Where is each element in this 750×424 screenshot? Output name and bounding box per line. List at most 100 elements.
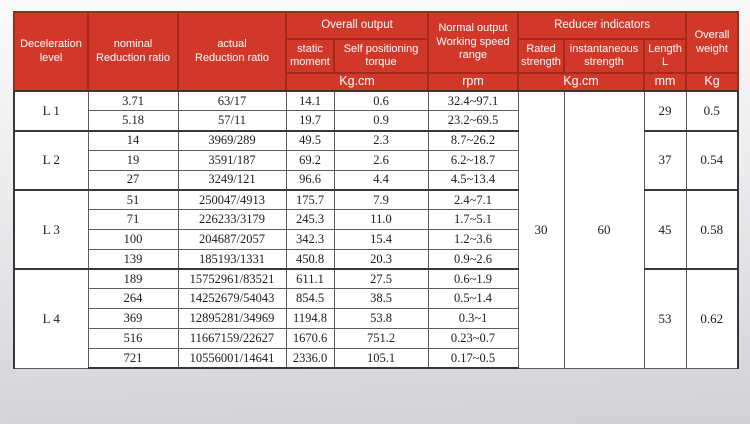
self-torque-cell: 11.0 (333, 209, 429, 231)
reducer-spec-table: Deceleration level nominal Reduction rat… (13, 11, 740, 370)
actual-ratio-cell: 14252679/54043 (177, 288, 287, 310)
header-deceleration-level: Deceleration level (13, 11, 89, 92)
nominal-ratio-cell: 71 (87, 209, 179, 231)
actual-ratio-cell: 3591/187 (177, 149, 287, 171)
header-actual-reduction-ratio: actual Reduction ratio (177, 11, 287, 92)
self-torque-cell: 38.5 (333, 288, 429, 310)
nominal-ratio-cell: 5.18 (87, 110, 179, 132)
nominal-ratio-cell: 19 (87, 149, 179, 171)
header-length: Length L (643, 38, 688, 74)
self-torque-cell: 7.9 (333, 188, 429, 211)
rated-strength-value-cell: 30 (517, 90, 565, 369)
actual-ratio-cell: 15752961/83521 (177, 268, 287, 290)
static-moment-cell: 175.7 (285, 188, 335, 211)
nominal-ratio-cell: 14 (87, 129, 179, 151)
speed-range-cell: 8.7~26.2 (427, 129, 519, 151)
self-torque-cell: 20.3 (333, 248, 429, 270)
speed-range-cell: 32.4~97.1 (427, 90, 519, 112)
static-moment-cell: 611.1 (285, 268, 335, 290)
header-unit-weight: Kg (685, 72, 740, 92)
header-unit-overall-output: Kg.cm (284, 72, 430, 92)
weight-value-cell: 0.5 (685, 90, 740, 132)
actual-ratio-cell: 3249/121 (177, 169, 287, 191)
speed-range-cell: 2.4~7.1 (427, 188, 519, 211)
level-cell: L 1 (13, 90, 89, 132)
speed-range-cell: 0.9~2.6 (427, 248, 519, 270)
header-unit-strength: Kg.cm (517, 72, 646, 92)
header-static-moment: static moment (285, 38, 335, 74)
actual-ratio-cell: 11667159/22627 (177, 328, 287, 349)
length-value-cell: 53 (643, 268, 687, 369)
level-cell: L 4 (13, 268, 89, 369)
speed-range-cell: 0.23~0.7 (427, 328, 519, 349)
static-moment-cell: 1194.8 (285, 308, 335, 330)
speed-range-cell: 0.6~1.9 (427, 268, 519, 290)
actual-ratio-cell: 3969/289 (177, 129, 287, 151)
actual-ratio-cell: 226233/3179 (177, 209, 287, 231)
static-moment-cell: 2336.0 (285, 347, 335, 370)
self-torque-cell: 751.2 (333, 328, 429, 349)
level-cell: L 2 (13, 129, 89, 191)
nominal-ratio-cell: 100 (87, 229, 179, 250)
speed-range-cell: 0.5~1.4 (427, 288, 519, 310)
static-moment-cell: 19.7 (285, 110, 335, 132)
self-torque-cell: 2.3 (333, 129, 429, 151)
actual-ratio-cell: 250047/4913 (177, 188, 287, 211)
instantaneous-strength-value-cell: 60 (563, 90, 645, 369)
actual-ratio-cell: 10556001/14641 (177, 347, 287, 370)
actual-ratio-cell: 57/11 (177, 110, 287, 132)
nominal-ratio-cell: 51 (87, 188, 179, 211)
header-nominal-reduction-ratio: nominal Reduction ratio (87, 11, 179, 92)
static-moment-cell: 1670.6 (285, 328, 335, 349)
nominal-ratio-cell: 721 (87, 347, 179, 370)
self-torque-cell: 4.4 (333, 169, 429, 191)
length-value-cell: 45 (643, 188, 687, 270)
actual-ratio-cell: 185193/1331 (177, 248, 287, 270)
weight-value-cell: 0.58 (685, 188, 740, 270)
static-moment-cell: 49.5 (285, 129, 335, 151)
nominal-ratio-cell: 369 (87, 308, 179, 330)
static-moment-cell: 14.1 (285, 90, 335, 112)
self-torque-cell: 2.6 (333, 149, 429, 171)
speed-range-cell: 6.2~18.7 (427, 149, 519, 171)
static-moment-cell: 450.8 (285, 248, 335, 270)
actual-ratio-cell: 204687/2057 (177, 229, 287, 250)
actual-ratio-cell: 12895281/34969 (177, 308, 287, 330)
static-moment-cell: 342.3 (285, 229, 335, 250)
length-value-cell: 37 (643, 129, 687, 191)
speed-range-cell: 23.2~69.5 (427, 110, 519, 132)
header-self-positioning-torque: Self positioning torque (332, 38, 430, 74)
nominal-ratio-cell: 189 (87, 268, 179, 290)
length-value-cell: 29 (643, 90, 687, 132)
nominal-ratio-cell: 27 (87, 169, 179, 191)
self-torque-cell: 0.9 (333, 110, 429, 132)
speed-range-cell: 1.7~5.1 (427, 209, 519, 231)
speed-range-cell: 0.17~0.5 (427, 347, 519, 370)
nominal-ratio-cell: 264 (87, 288, 179, 310)
static-moment-cell: 96.6 (285, 169, 335, 191)
self-torque-cell: 15.4 (333, 229, 429, 250)
nominal-ratio-cell: 3.71 (87, 90, 179, 112)
header-instantaneous-strength: instantaneous strength (563, 38, 646, 74)
weight-value-cell: 0.62 (685, 268, 740, 369)
header-rated-strength: Rated strength (517, 38, 566, 74)
speed-range-cell: 0.3~1 (427, 308, 519, 330)
static-moment-cell: 69.2 (285, 149, 335, 171)
header-unit-length: mm (643, 72, 688, 92)
speed-range-cell: 4.5~13.4 (427, 169, 519, 191)
header-unit-speed: rpm (427, 72, 520, 92)
static-moment-cell: 854.5 (285, 288, 335, 310)
nominal-ratio-cell: 139 (87, 248, 179, 270)
level-cell: L 3 (13, 188, 89, 270)
header-normal-output-speed-range: Normal output Working speed range (427, 11, 520, 74)
header-overall-weight: Overall weight (685, 11, 740, 74)
actual-ratio-cell: 63/17 (177, 90, 287, 112)
weight-value-cell: 0.54 (685, 129, 740, 191)
self-torque-cell: 27.5 (333, 268, 429, 290)
header-group-reducer-indicators: Reducer indicators (517, 11, 688, 40)
speed-range-cell: 1.2~3.6 (427, 229, 519, 250)
static-moment-cell: 245.3 (285, 209, 335, 231)
self-torque-cell: 105.1 (333, 347, 429, 370)
nominal-ratio-cell: 516 (87, 328, 179, 349)
